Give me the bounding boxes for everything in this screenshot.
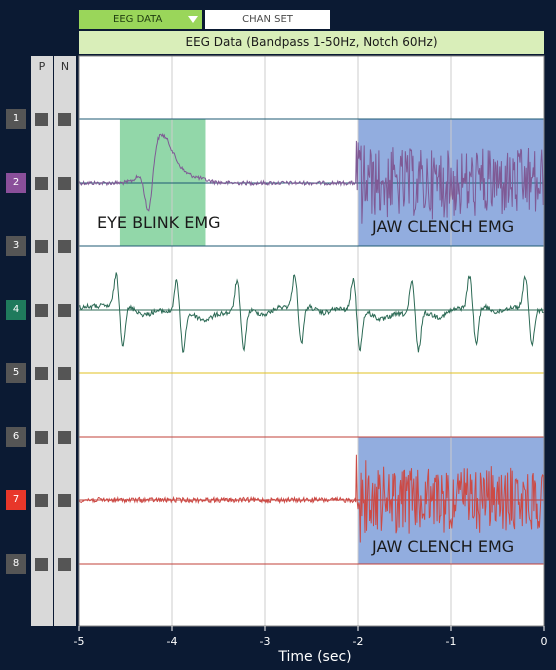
x-tick-label-2: -4	[167, 635, 178, 648]
x-tick-label-1: -5	[74, 635, 85, 648]
region-label-2: JAW CLENCH EMG	[372, 217, 514, 236]
region-label-3: JAW CLENCH EMG	[372, 537, 514, 556]
trace-channel-4	[79, 273, 544, 353]
x-axis-title: Time (sec)	[200, 649, 430, 665]
x-tick-label-3: -3	[260, 635, 271, 648]
x-tick-label-6: 0	[541, 635, 548, 648]
x-tick-label-5: -1	[446, 635, 457, 648]
x-tick-label-4: -2	[353, 635, 364, 648]
region-label-1: EYE BLINK EMG	[97, 213, 221, 232]
